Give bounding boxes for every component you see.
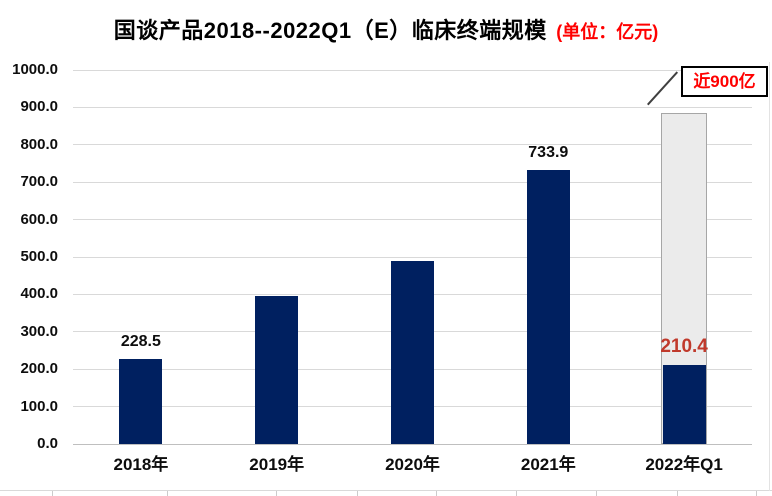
cropped-table-column-divider bbox=[436, 491, 437, 496]
chart-title: 国谈产品2018--2022Q1（E）临床终端规模 (单位：亿元) bbox=[0, 13, 772, 45]
bar-2020年 bbox=[391, 260, 434, 444]
estimate-annotation-box: 近900亿 bbox=[681, 66, 768, 97]
y-axis-tick-label: 0.0 bbox=[37, 435, 58, 452]
y-axis-tick-label: 500.0 bbox=[20, 248, 58, 265]
cropped-table-column-divider bbox=[677, 491, 678, 496]
x-axis-label-2018年: 2018年 bbox=[113, 455, 169, 474]
gridline bbox=[73, 69, 752, 71]
chart-right-border bbox=[769, 62, 770, 491]
cropped-table-column-divider bbox=[596, 491, 597, 496]
y-axis-tick-label: 300.0 bbox=[20, 322, 58, 340]
gridline bbox=[73, 219, 752, 221]
y-axis-tick-label: 900.0 bbox=[20, 98, 58, 116]
cropped-table-column-divider bbox=[357, 491, 358, 496]
gridline bbox=[73, 181, 752, 183]
y-axis-tick-label: 800.0 bbox=[20, 135, 58, 153]
data-label-2021年: 733.9 bbox=[528, 143, 569, 161]
chart-title-text: 国谈产品2018--2022Q1（E）临床终端规模 bbox=[113, 18, 547, 43]
bar-2018年 bbox=[119, 358, 163, 444]
cropped-table-top-edge bbox=[0, 490, 772, 491]
cropped-table-column-divider bbox=[276, 491, 277, 496]
bar-2022年Q1 bbox=[662, 365, 706, 444]
gridline bbox=[73, 144, 752, 146]
y-axis-tick-label: 200.0 bbox=[20, 360, 58, 378]
bar-2019年 bbox=[255, 296, 299, 444]
cropped-table-column-divider bbox=[52, 491, 53, 496]
gridline bbox=[73, 106, 752, 108]
x-axis-label-2022年Q1: 2022年Q1 bbox=[645, 455, 723, 474]
x-axis-line bbox=[73, 443, 752, 445]
x-axis-label-2021年: 2021年 bbox=[520, 455, 576, 474]
y-axis-tick-label: 600.0 bbox=[20, 210, 58, 228]
y-axis-tick-label: 400.0 bbox=[20, 285, 58, 303]
chart-unit-label: (单位：亿元) bbox=[556, 22, 659, 42]
cropped-table-column-divider bbox=[167, 491, 168, 496]
bar-2021年 bbox=[526, 169, 570, 444]
y-axis-tick-label: 700.0 bbox=[20, 173, 58, 191]
estimate-annotation-text: 近900亿 bbox=[693, 72, 756, 91]
x-axis-label-2019年: 2019年 bbox=[249, 455, 305, 474]
y-axis-tick-label: 1000.0 bbox=[12, 61, 58, 78]
data-label-2018年: 228.5 bbox=[120, 332, 161, 350]
cropped-table-column-divider bbox=[756, 491, 757, 496]
data-label-2022年Q1: 210.4 bbox=[660, 336, 708, 358]
y-axis-tick-label: 100.0 bbox=[20, 397, 58, 415]
gridline bbox=[73, 256, 752, 258]
callout-line bbox=[647, 71, 679, 106]
cropped-table-column-divider bbox=[516, 491, 517, 496]
x-axis-label-2020年: 2020年 bbox=[385, 455, 440, 474]
